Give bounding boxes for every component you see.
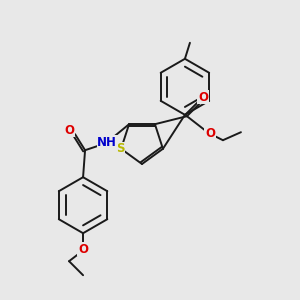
Text: O: O (64, 124, 74, 137)
Text: NH: NH (97, 136, 117, 149)
Text: O: O (78, 243, 88, 256)
Text: S: S (116, 142, 124, 155)
Text: O: O (205, 127, 215, 140)
Text: O: O (198, 91, 208, 104)
